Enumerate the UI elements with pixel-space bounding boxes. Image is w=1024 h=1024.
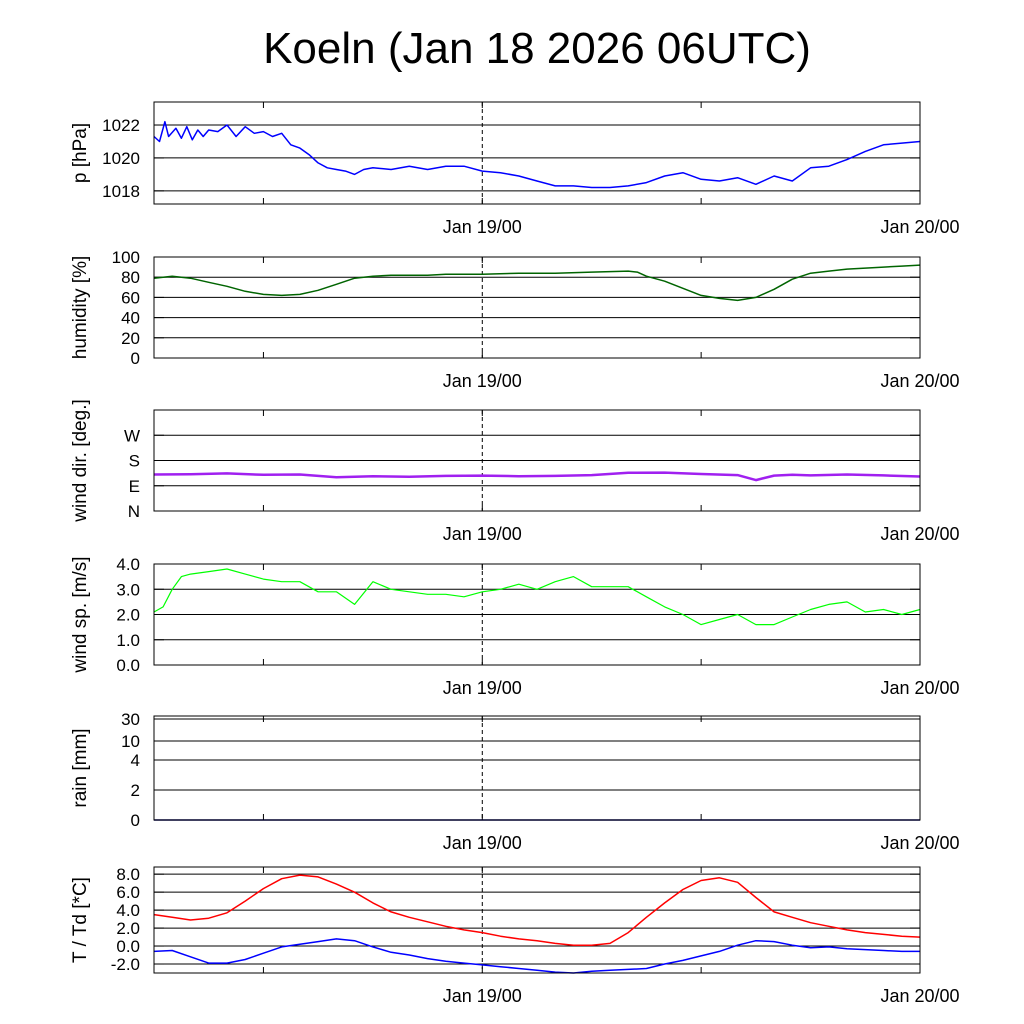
humidity-x-tick-label: Jan 20/00 (880, 371, 959, 391)
pressure-x-tick-label: Jan 20/00 (880, 217, 959, 237)
pressure-frame (153, 101, 921, 205)
rain-x-tick-label: Jan 19/00 (443, 833, 522, 853)
pressure-x-tick-label: Jan 19/00 (443, 217, 522, 237)
wind_speed-y-tick-label: 2.0 (116, 606, 140, 625)
temperature-y-tick-label: 4.0 (116, 901, 140, 920)
wind_speed-y-tick-label: 1.0 (116, 631, 140, 650)
wind_speed-frame (153, 563, 921, 666)
temperature-frame (153, 866, 921, 974)
rain-x-tick-label: Jan 20/00 (880, 833, 959, 853)
humidity-y-tick-label: 100 (112, 248, 140, 267)
humidity-y-tick-label: 0 (131, 349, 140, 368)
rain-frame (153, 715, 921, 821)
wind_speed-y-tick-label: 4.0 (116, 555, 140, 574)
wind_direction-series-line-0 (153, 471, 921, 482)
temperature-y-tick-label: -2.0 (111, 955, 140, 974)
humidity-x-tick-label: Jan 19/00 (443, 371, 522, 391)
wind_speed-y-axis-label: wind sp. [m/s] (70, 556, 91, 673)
wind_direction-y-tick-label: W (124, 426, 140, 445)
temperature-series-line-1 (153, 938, 920, 974)
humidity-series-line-0 (153, 264, 921, 302)
pressure-series-line-0 (153, 120, 921, 189)
rain-y-tick-label: 0 (131, 811, 140, 830)
rain-y-axis-label: rain [mm] (70, 728, 91, 807)
wind_direction-y-tick-label: E (129, 477, 140, 496)
rain-y-tick-label: 30 (121, 710, 140, 729)
wind_speed-x-tick-label: Jan 20/00 (880, 678, 959, 698)
wind_direction-y-tick-label: N (128, 502, 140, 521)
humidity-y-tick-label: 60 (121, 288, 140, 307)
pressure-y-tick-label: 1022 (102, 116, 140, 135)
rain-y-tick-label: 2 (131, 781, 140, 800)
wind_speed-series-line-0 (153, 568, 921, 626)
wind_direction-x-tick-label: Jan 19/00 (443, 524, 522, 544)
humidity-frame (153, 256, 921, 359)
temperature-x-tick-label: Jan 20/00 (880, 986, 959, 1006)
pressure-y-tick-label: 1020 (102, 149, 140, 168)
rain-y-tick-label: 10 (121, 732, 140, 751)
chart-title: Koeln (Jan 18 2026 06UTC) (263, 24, 811, 73)
pressure-y-tick-label: 1018 (102, 182, 140, 201)
humidity-y-axis-label: humidity [%] (70, 256, 91, 359)
wind_direction-y-axis-label: wind dir. [deg.] (70, 399, 91, 523)
temperature-y-axis-label: T / Td [*C] (70, 877, 91, 963)
wind_direction-frame (153, 409, 921, 512)
humidity-y-tick-label: 40 (121, 309, 140, 328)
temperature-x-tick-label: Jan 19/00 (443, 986, 522, 1006)
rain-y-tick-label: 4 (131, 751, 140, 770)
wind_speed-y-tick-label: 0.0 (116, 656, 140, 675)
wind_direction-x-tick-label: Jan 20/00 (880, 524, 959, 544)
temperature-y-tick-label: 6.0 (116, 883, 140, 902)
humidity-y-tick-label: 80 (121, 268, 140, 287)
wind_speed-y-tick-label: 3.0 (116, 580, 140, 599)
wind_direction-y-tick-label: S (129, 452, 140, 471)
temperature-series-line-0 (153, 874, 921, 946)
temperature-y-tick-label: 2.0 (116, 919, 140, 938)
humidity-y-tick-label: 20 (121, 329, 140, 348)
pressure-y-axis-label: p [hPa] (70, 123, 91, 183)
temperature-y-tick-label: 0.0 (116, 937, 140, 956)
wind_speed-x-tick-label: Jan 19/00 (443, 678, 522, 698)
temperature-y-tick-label: 8.0 (116, 865, 140, 884)
